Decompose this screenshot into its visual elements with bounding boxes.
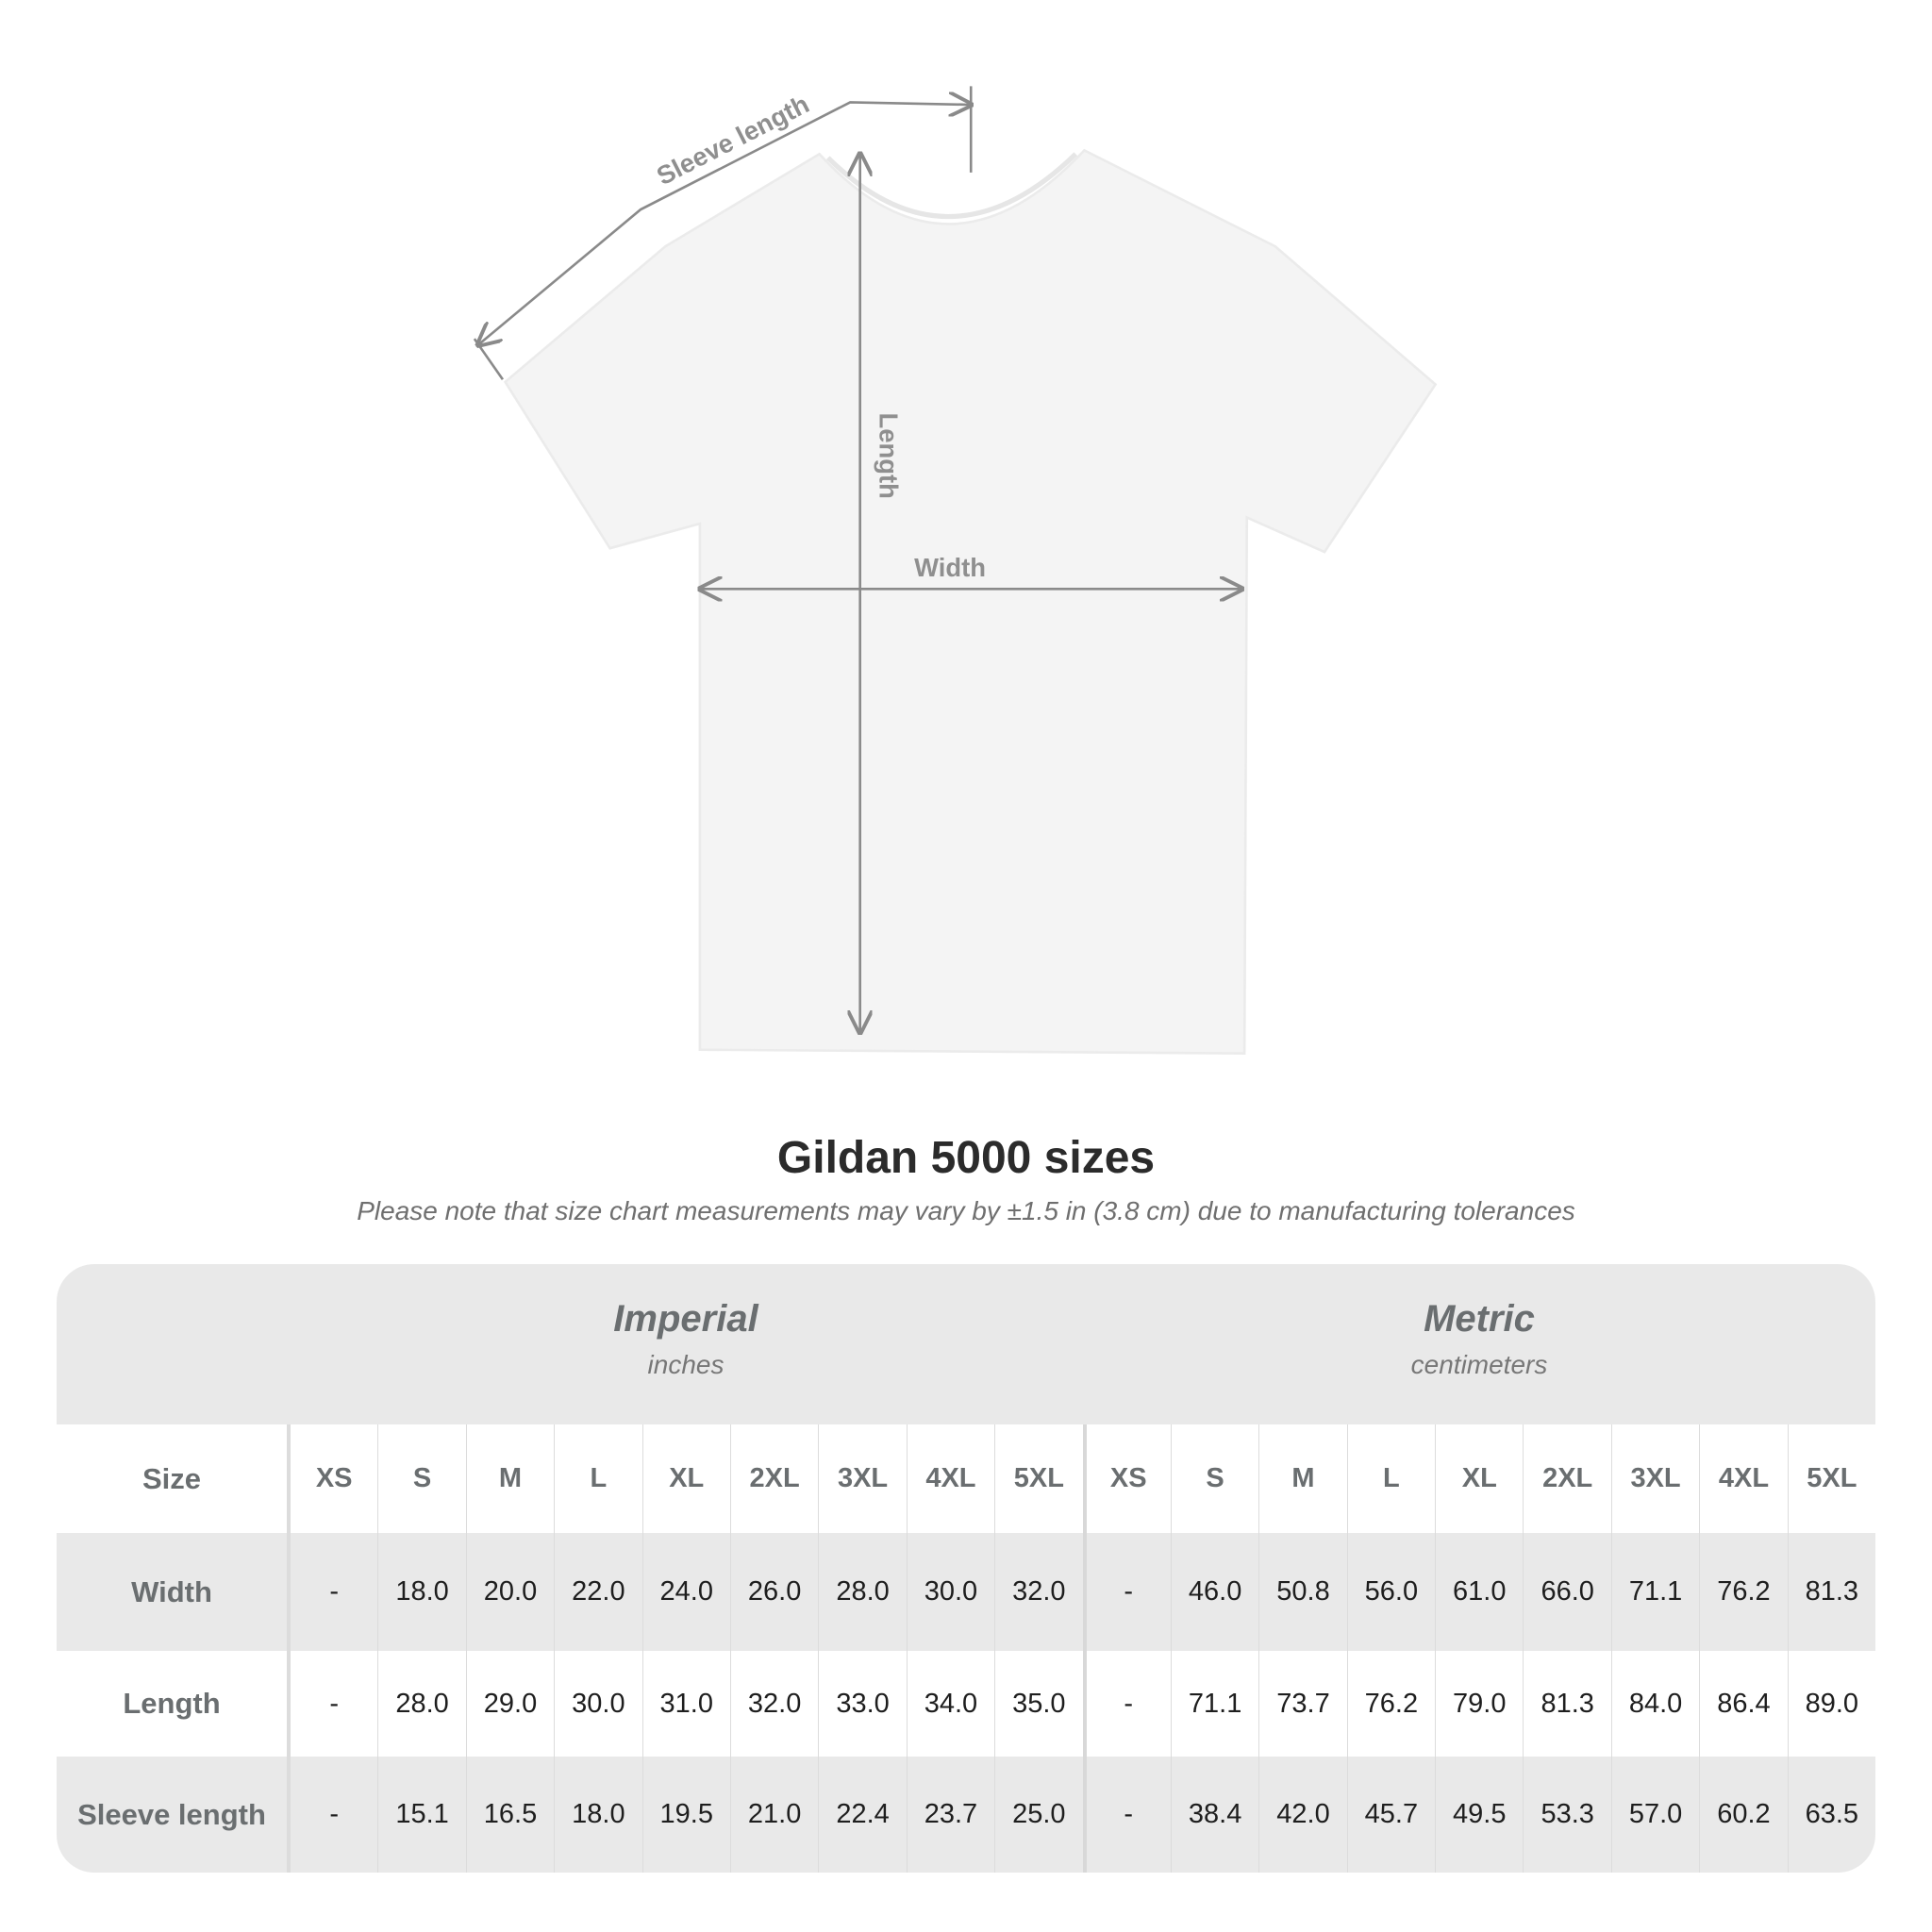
table-cell: 42.0	[1258, 1757, 1346, 1873]
table-cell: 20.0	[465, 1533, 554, 1651]
table-cell: 30.0	[906, 1533, 994, 1651]
table-cell: 50.8	[1258, 1533, 1346, 1651]
table-cell: 46.0	[1170, 1533, 1258, 1651]
metric-unit: centimeters	[1410, 1350, 1548, 1379]
table-cell: 76.2	[1699, 1533, 1787, 1651]
row-label: Width	[57, 1533, 290, 1651]
table-cell: 2XL	[729, 1424, 818, 1533]
table-cell: 2XL	[1523, 1424, 1610, 1533]
width-label: Width	[914, 553, 986, 582]
table-cell: 24.0	[641, 1533, 730, 1651]
t-shirt-diagram: Width Length Sleeve length	[0, 86, 1438, 1055]
table-cell: L	[554, 1424, 641, 1533]
metric-header: Metric centimeters	[1083, 1264, 1875, 1424]
table-cell: 4XL	[906, 1424, 994, 1533]
table-cell: 57.0	[1610, 1757, 1699, 1873]
table-cell: 56.0	[1346, 1533, 1435, 1651]
table-cell: 60.2	[1699, 1757, 1787, 1873]
table-cell: 5XL	[1787, 1424, 1875, 1533]
table-cell: 38.4	[1170, 1757, 1258, 1873]
table-cell: 89.0	[1787, 1651, 1875, 1757]
table-cell: 79.0	[1435, 1651, 1523, 1757]
table-cell: 18.0	[377, 1533, 465, 1651]
table-cell: XS	[1082, 1424, 1171, 1533]
table-cell: -	[1082, 1757, 1171, 1873]
table-cell: 34.0	[906, 1651, 994, 1757]
table-cell: 22.4	[818, 1757, 906, 1873]
table-cell: 19.5	[641, 1757, 730, 1873]
table-cell: -	[290, 1651, 377, 1757]
table-row: Sleeve length -15.1 16.5 18.0 19.5 21.0 22.4 23…	[57, 1757, 1875, 1873]
table-cell: 18.0	[554, 1757, 641, 1873]
table-cell: -	[1082, 1651, 1171, 1757]
table-cell: 29.0	[465, 1651, 554, 1757]
table-cell: 32.0	[729, 1651, 818, 1757]
table-cell: 28.0	[818, 1533, 906, 1651]
table-cell: 84.0	[1610, 1651, 1699, 1757]
table-cell: 4XL	[1699, 1424, 1787, 1533]
table-cell: 32.0	[994, 1533, 1082, 1651]
table-cell: 35.0	[994, 1651, 1082, 1757]
table-cell: 26.0	[729, 1533, 818, 1651]
t-shirt-shape	[503, 148, 1438, 1055]
row-label: Size	[57, 1424, 290, 1533]
table-cell: XL	[1435, 1424, 1523, 1533]
table-cell: 15.1	[377, 1757, 465, 1873]
table-cell: 49.5	[1435, 1757, 1523, 1873]
row-label: Length	[57, 1651, 290, 1757]
table-cell: 25.0	[994, 1757, 1082, 1873]
table-cell: -	[1082, 1533, 1171, 1651]
table-cell: M	[465, 1424, 554, 1533]
table-cell: -	[290, 1533, 377, 1651]
table-cell: 73.7	[1258, 1651, 1346, 1757]
imperial-heading: Imperial	[613, 1298, 758, 1340]
table-cell: 16.5	[465, 1757, 554, 1873]
table-cell: 61.0	[1435, 1533, 1523, 1651]
table-cell: 3XL	[1610, 1424, 1699, 1533]
table-cell: 81.3	[1787, 1533, 1875, 1651]
row-label: Sleeve length	[57, 1757, 290, 1873]
table-cell: 21.0	[729, 1757, 818, 1873]
sleeve-tick-end	[473, 338, 505, 381]
page-title: Gildan 5000 sizes	[776, 1133, 1156, 1183]
table-cell: XS	[290, 1424, 377, 1533]
table-cell: 45.7	[1346, 1757, 1435, 1873]
size-header-row: Size XS S M L XL 2XL 3XL 4XL 5XL XS S M L XL 2XL 3XL 4XL 5…	[57, 1424, 1875, 1533]
table-cell: 71.1	[1170, 1651, 1258, 1757]
table-row: Width -18.0 20.0 22.0 24.0 26.0 28.0 30.0 32.0-4…	[57, 1533, 1875, 1651]
table-cell: 81.3	[1523, 1651, 1610, 1757]
table-cell: L	[1346, 1424, 1435, 1533]
table-cell: S	[377, 1424, 465, 1533]
table-cell: 53.3	[1523, 1757, 1610, 1873]
table-cell: 63.5	[1787, 1757, 1875, 1873]
table-row: Length -28.0 29.0 30.0 31.0 32.0 33.0 34.0 35.0-…	[57, 1651, 1875, 1757]
length-label: Length	[874, 413, 904, 499]
header-band	[57, 1264, 1875, 1424]
metric-heading: Metric	[1424, 1298, 1535, 1340]
table-cell: M	[1258, 1424, 1346, 1533]
table-cell: 22.0	[554, 1533, 641, 1651]
table-cell: 71.1	[1610, 1533, 1699, 1651]
sleeve-length-arrow	[478, 102, 971, 344]
table-cell: 28.0	[377, 1651, 465, 1757]
table-cell: 23.7	[906, 1757, 994, 1873]
table-cell: 3XL	[818, 1424, 906, 1533]
table-cell: 30.0	[554, 1651, 641, 1757]
table-cell: -	[290, 1757, 377, 1873]
table-cell: 76.2	[1346, 1651, 1435, 1757]
size-table: Imperial inches Metric centimeters Size X…	[57, 1264, 1875, 1873]
tolerance-note: Please note that size chart measurements…	[357, 1196, 1575, 1225]
imperial-header: Imperial inches	[290, 1264, 1082, 1424]
table-cell: 5XL	[994, 1424, 1082, 1533]
table-cell: 66.0	[1523, 1533, 1610, 1651]
imperial-unit: inches	[647, 1350, 724, 1379]
table-cell: S	[1170, 1424, 1258, 1533]
table-cell: XL	[641, 1424, 730, 1533]
table-cell: 33.0	[818, 1651, 906, 1757]
table-cell: 86.4	[1699, 1651, 1787, 1757]
table-cell: 31.0	[641, 1651, 730, 1757]
